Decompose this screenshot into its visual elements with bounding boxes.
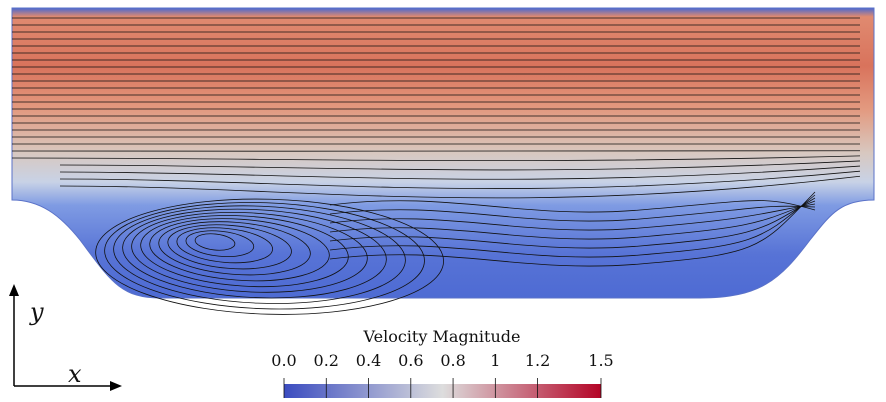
streamline	[329, 203, 816, 231]
y-axis-label: y	[29, 298, 44, 326]
streamline	[329, 205, 816, 222]
colorbar-title: Velocity Magnitude	[363, 327, 521, 346]
vortex-streamline	[176, 227, 273, 264]
vortex-streamline	[104, 202, 425, 310]
vortex-streamline	[158, 221, 311, 276]
colorbar-tick-label: 0.2	[314, 351, 339, 370]
streamline	[59, 170, 861, 189]
streamline	[59, 175, 861, 199]
colorbar-tick-label: 0.0	[271, 351, 296, 370]
vortex-streamline	[95, 198, 444, 315]
colorbar	[284, 384, 601, 398]
streamline	[329, 200, 816, 240]
colorbar-tick-label: 1.2	[525, 351, 550, 370]
vortex-streamline	[122, 208, 387, 299]
streamline	[11, 150, 861, 152]
vortex-streamline	[113, 205, 406, 304]
flow-field	[11, 7, 875, 315]
streamline	[59, 165, 861, 180]
streamline	[11, 155, 861, 162]
vortex-streamline	[185, 230, 255, 257]
streamline	[329, 200, 816, 213]
vortex-streamline	[167, 224, 292, 270]
colorbar-tick-label: 0.4	[356, 351, 381, 370]
streamline	[329, 197, 816, 249]
vortex-streamline	[140, 215, 349, 288]
vortex-streamline	[131, 211, 368, 293]
colorbar-tick-label: 1	[490, 351, 500, 370]
colorbar-tick-label: 0.6	[398, 351, 423, 370]
axes-indicator: y x	[9, 284, 122, 391]
streamline	[59, 160, 861, 171]
x-axis-label: x	[68, 360, 82, 388]
colorbar-tick-label: 0.8	[440, 351, 465, 370]
colorbar-tick-label: 1.5	[588, 351, 613, 370]
vortex-streamline	[194, 233, 236, 251]
streamline	[329, 194, 816, 258]
vortex-streamline	[149, 218, 330, 282]
streamlines	[11, 17, 861, 315]
